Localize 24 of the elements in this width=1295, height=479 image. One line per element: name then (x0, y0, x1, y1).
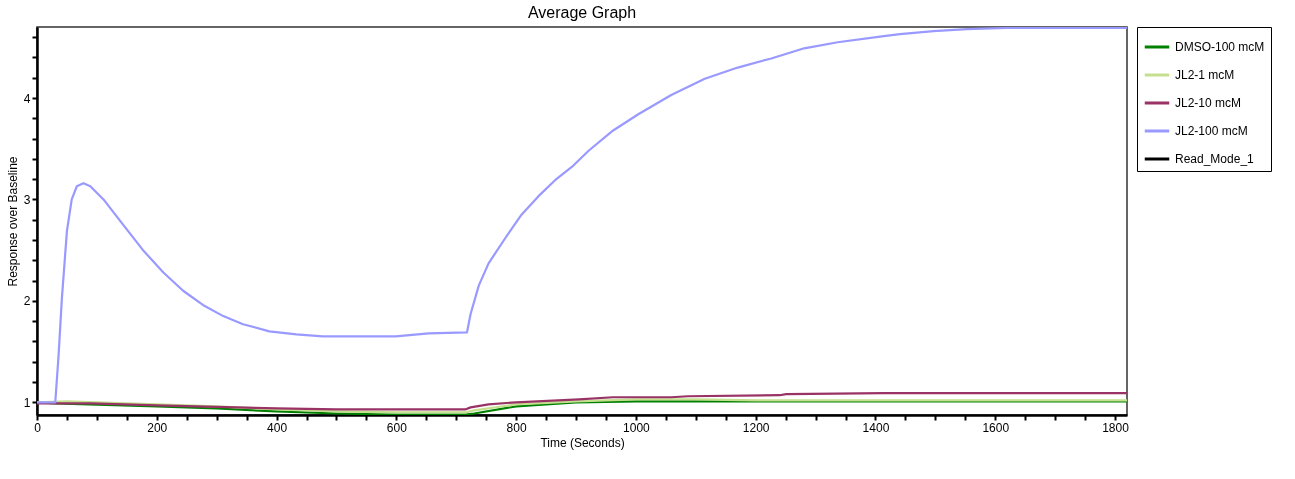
x-tick-label: 1600 (982, 420, 1010, 435)
x-tick-label: 1200 (742, 420, 770, 435)
y-tick-label: 1 (23, 395, 31, 410)
x-tick-label: 1400 (862, 420, 890, 435)
x-tick-label: 800 (506, 420, 527, 435)
y-tick-label: 4 (23, 91, 31, 106)
legend-label: JL2-100 mcM (1175, 124, 1248, 138)
line-series (37, 27, 1127, 404)
x-tick-label: 0 (34, 420, 42, 435)
y-tick-label: 3 (23, 192, 31, 207)
x-tick-label: 1800 (1102, 420, 1130, 435)
x-axis-title: Time (Seconds) (540, 435, 625, 450)
y-tick-label: 2 (23, 294, 31, 309)
x-tick-label: 600 (386, 420, 408, 435)
x-tick-label: 400 (267, 420, 288, 435)
legend-label: JL2-1 mcM (1175, 68, 1235, 82)
legend-label: DMSO-100 mcM (1175, 40, 1265, 54)
legend-label: Read_Mode_1 (1175, 152, 1255, 166)
chart-title: Average Graph (527, 3, 637, 21)
x-tick-label: 200 (147, 420, 168, 435)
line-series (37, 392, 1127, 411)
y-axis-title: Response over Baseline (5, 156, 20, 287)
x-tick-label: 1000 (623, 420, 651, 435)
legend-label: JL2-10 mcM (1175, 96, 1242, 110)
